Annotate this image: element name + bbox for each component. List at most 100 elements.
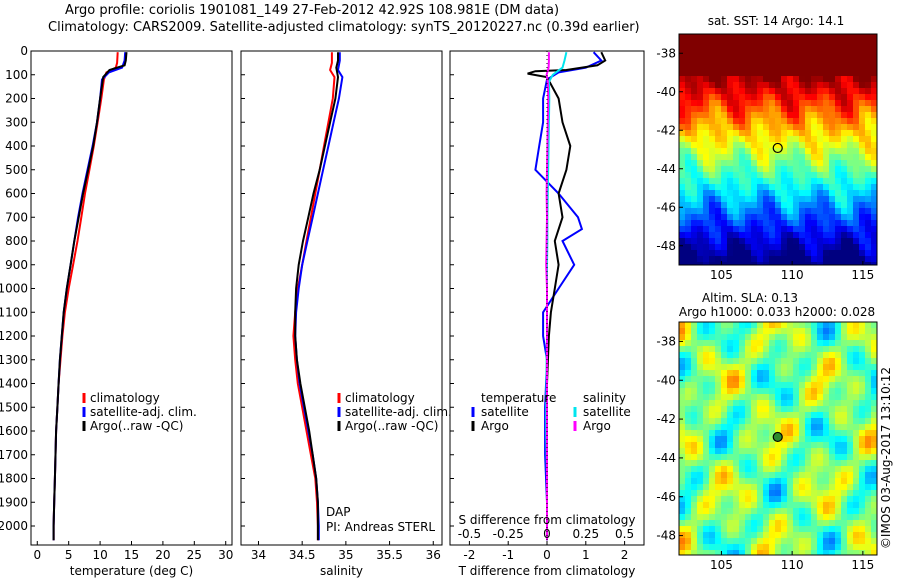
heatmap-cell — [829, 136, 835, 142]
heatmap-cell — [799, 520, 805, 526]
heatmap-cell — [715, 436, 721, 442]
heatmap-cell — [799, 400, 805, 406]
heatmap-cell — [781, 388, 787, 394]
heatmap-cell — [829, 550, 835, 555]
heatmap-cell — [847, 100, 853, 106]
heatmap-cell — [697, 460, 703, 466]
heatmap-cell — [817, 82, 823, 88]
heatmap-cell — [715, 166, 721, 172]
heatmap-cell — [817, 454, 823, 460]
heatmap-cell — [769, 520, 775, 526]
heatmap-cell — [679, 328, 685, 334]
heatmap-cell — [721, 322, 727, 328]
heatmap-cell — [865, 160, 871, 166]
heatmap-cell — [691, 436, 697, 442]
heatmap-cell — [793, 82, 799, 88]
heatmap-cell — [751, 544, 757, 550]
heatmap-cell — [727, 382, 733, 388]
heatmap-cell — [847, 358, 853, 364]
heatmap-cell — [679, 172, 685, 178]
heatmap-cell — [799, 532, 805, 538]
heatmap-cell — [793, 190, 799, 196]
heatmap-cell — [787, 202, 793, 208]
heatmap-cell — [685, 466, 691, 472]
heatmap-cell — [793, 478, 799, 484]
heatmap-cell — [835, 52, 841, 58]
heatmap-cell — [679, 448, 685, 454]
heatmap-cell — [727, 490, 733, 496]
heatmap-cell — [787, 94, 793, 100]
heatmap-cell — [763, 196, 769, 202]
heatmap-cell — [811, 154, 817, 160]
heatmap-cell — [799, 124, 805, 130]
heatmap-cell — [727, 172, 733, 178]
heatmap-cell — [847, 112, 853, 118]
heatmap-cell — [817, 412, 823, 418]
heatmap-cell — [847, 244, 853, 250]
heatmap-cell — [769, 220, 775, 226]
heatmap-cell — [709, 184, 715, 190]
heatmap-cell — [859, 214, 865, 220]
heatmap-cell — [799, 328, 805, 334]
heatmap-cell — [703, 148, 709, 154]
heatmap-cell — [751, 40, 757, 46]
heatmap-cell — [793, 346, 799, 352]
x-tick-label: 110 — [781, 558, 804, 572]
heatmap-cell — [871, 106, 877, 112]
heatmap-cell — [817, 106, 823, 112]
x-tick-label: 15 — [124, 548, 139, 562]
heatmap-cell — [751, 382, 757, 388]
heatmap-cell — [805, 208, 811, 214]
heatmap-cell — [811, 238, 817, 244]
heatmap-cell — [721, 184, 727, 190]
heatmap-cell — [733, 334, 739, 340]
heatmap-cell — [787, 364, 793, 370]
y-tick-label: -38 — [656, 46, 676, 60]
heatmap-cell — [721, 190, 727, 196]
heatmap-cell — [763, 142, 769, 148]
heatmap-cell — [709, 256, 715, 262]
heatmap-cell — [757, 442, 763, 448]
heatmap-cell — [793, 502, 799, 508]
heatmap-cell — [763, 244, 769, 250]
heatmap-cell — [709, 250, 715, 256]
heatmap-cell — [757, 58, 763, 64]
heatmap-cell — [733, 436, 739, 442]
heatmap-cell — [703, 508, 709, 514]
heatmap-cell — [733, 118, 739, 124]
heatmap-cell — [853, 112, 859, 118]
heatmap-cell — [853, 460, 859, 466]
heatmap-cell — [841, 502, 847, 508]
heatmap-cell — [847, 484, 853, 490]
heatmap-cell — [811, 478, 817, 484]
heatmap-cell — [859, 478, 865, 484]
heatmap-cell — [697, 370, 703, 376]
heatmap-cell — [811, 112, 817, 118]
heatmap-cell — [847, 214, 853, 220]
heatmap-cell — [793, 532, 799, 538]
heatmap-cell — [835, 130, 841, 136]
heatmap-cell — [847, 466, 853, 472]
heatmap-cell — [769, 232, 775, 238]
heatmap-cell — [793, 400, 799, 406]
heatmap-cell — [793, 406, 799, 412]
heatmap-cell — [805, 412, 811, 418]
heatmap-cell — [817, 340, 823, 346]
heatmap-cell — [841, 472, 847, 478]
heatmap-cell — [865, 460, 871, 466]
heatmap-cell — [727, 124, 733, 130]
heatmap-cell — [787, 88, 793, 94]
heatmap-cell — [775, 508, 781, 514]
heatmap-cell — [739, 400, 745, 406]
heatmap-cell — [841, 112, 847, 118]
heatmap-cell — [763, 538, 769, 544]
heatmap-cell — [679, 394, 685, 400]
heatmap-cell — [685, 370, 691, 376]
heatmap-cell — [739, 256, 745, 262]
heatmap-cell — [745, 130, 751, 136]
heatmap-cell — [751, 496, 757, 502]
heatmap-cell — [709, 412, 715, 418]
heatmap-cell — [739, 346, 745, 352]
heatmap-cell — [685, 238, 691, 244]
heatmap-cell — [763, 448, 769, 454]
